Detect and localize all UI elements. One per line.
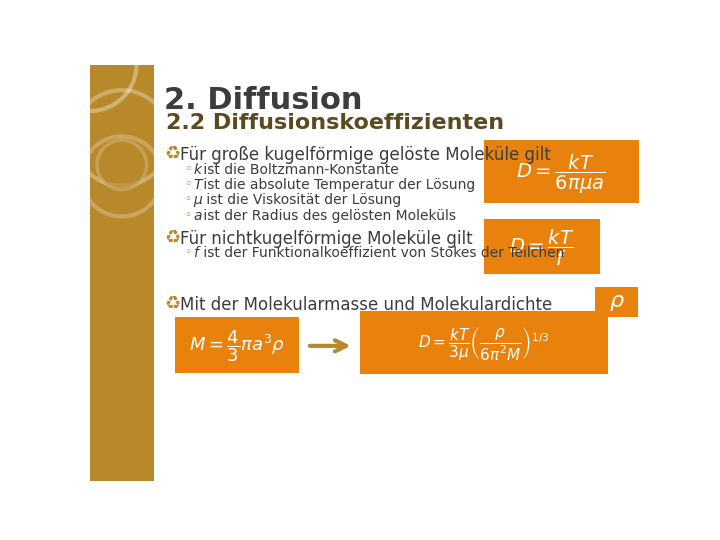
Text: ♻: ♻ [164, 231, 181, 248]
Bar [175, 318, 300, 373]
Bar [360, 311, 608, 374]
Bar [484, 140, 639, 204]
Text: T: T [193, 178, 202, 192]
Text: 2. Diffusion: 2. Diffusion [164, 86, 363, 116]
Text: ist die absolute Temperatur der Lösung: ist die absolute Temperatur der Lösung [199, 178, 475, 192]
Text: ♻: ♻ [164, 146, 181, 164]
Circle shape [97, 140, 147, 190]
Text: ist die Viskosität der Lösung: ist die Viskosität der Lösung [202, 193, 401, 207]
Text: ist der Radius des gelösten Moleküls: ist der Radius des gelösten Moleküls [199, 209, 456, 223]
Bar [90, 65, 153, 481]
Text: $M = \dfrac{4}{3}\pi a^3\rho$: $M = \dfrac{4}{3}\pi a^3\rho$ [189, 329, 285, 365]
Text: ♻: ♻ [164, 296, 181, 314]
Text: k: k [193, 163, 201, 177]
Text: $D = \dfrac{kT}{f}$: $D = \dfrac{kT}{f}$ [509, 228, 575, 268]
Text: f: f [193, 246, 198, 260]
Text: ist die Boltzmann-Konstante: ist die Boltzmann-Konstante [199, 163, 399, 177]
Text: μ: μ [193, 193, 202, 207]
Bar [484, 219, 600, 274]
Text: ◦: ◦ [184, 209, 192, 222]
Text: $D = \dfrac{kT}{3\mu}\left(\dfrac{\rho}{6\pi^2 M}\right)^{1/3}$: $D = \dfrac{kT}{3\mu}\left(\dfrac{\rho}{… [418, 326, 549, 363]
Text: a: a [193, 209, 202, 223]
Text: ◦: ◦ [184, 246, 192, 259]
Text: 2.2 Diffusionskoeffizienten: 2.2 Diffusionskoeffizienten [166, 112, 504, 132]
Text: Mit der Molekularmasse und Molekulardichte: Mit der Molekularmasse und Molekulardich… [180, 296, 552, 314]
Text: ◦: ◦ [184, 193, 192, 206]
Text: ◦: ◦ [184, 163, 192, 176]
Text: ◦: ◦ [184, 178, 192, 191]
Text: ist der Funktionalkoeffizient von Stokes der Teilchen: ist der Funktionalkoeffizient von Stokes… [199, 246, 564, 260]
Bar [595, 287, 638, 318]
Text: $\rho$: $\rho$ [608, 293, 624, 313]
FancyArrowPatch shape [310, 340, 346, 352]
Text: Für große kugelförmige gelöste Moleküle gilt: Für große kugelförmige gelöste Moleküle… [180, 146, 551, 164]
Text: $D = \dfrac{kT}{6\pi\mu a}$: $D = \dfrac{kT}{6\pi\mu a}$ [516, 153, 606, 195]
Text: Für nichtkugelförmige Moleküle gilt: Für nichtkugelförmige Moleküle gilt [180, 231, 472, 248]
